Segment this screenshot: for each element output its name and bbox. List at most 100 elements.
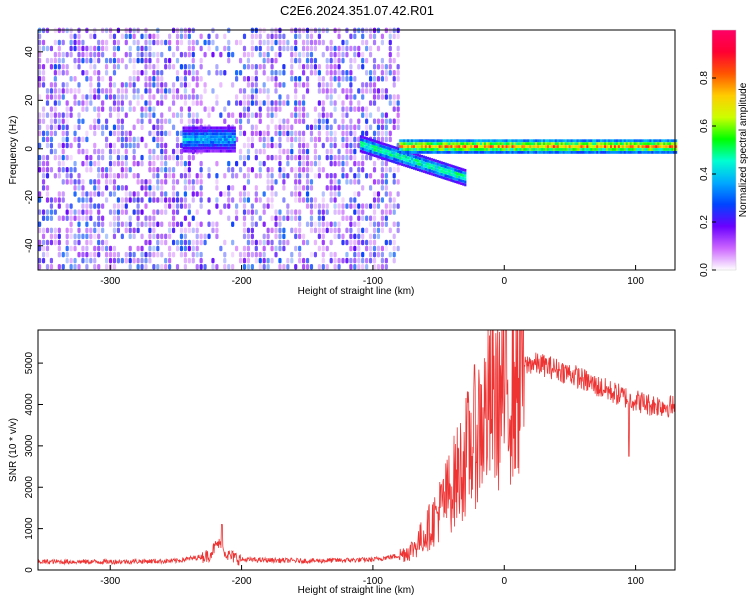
spectrogram-cell <box>313 251 318 258</box>
spectrogram-cell <box>227 57 231 64</box>
spectrogram-cell <box>160 124 164 131</box>
spectrogram-cell <box>411 163 414 167</box>
spectrogram-cell <box>175 57 180 64</box>
spectrogram-cell <box>223 203 227 209</box>
spectrogram-cell <box>365 239 369 246</box>
spectrogram-cell <box>313 173 318 179</box>
spectrogram-cell <box>604 148 607 151</box>
spectrogram-cell <box>195 179 199 185</box>
spectrogram-cell <box>136 136 140 143</box>
spectrogram-cell <box>633 139 636 143</box>
spectrogram-cell <box>144 63 148 70</box>
spectrogram-cell <box>53 239 57 246</box>
spectrogram-cell <box>148 57 152 64</box>
spectrogram-cell <box>294 154 298 161</box>
spectrogram-cell <box>511 145 514 148</box>
spectrogram-cell <box>41 173 46 179</box>
spectrogram-cell <box>225 126 229 130</box>
spectrogram-cell <box>357 251 361 258</box>
spectrogram-cell <box>309 51 314 58</box>
spectrogram-cell <box>442 142 445 146</box>
spectrogram-cell <box>521 145 524 148</box>
spectrogram-cell <box>144 76 148 82</box>
spectrogram-cell <box>73 76 77 82</box>
spectrogram-cell <box>160 148 164 155</box>
spectrogram-cell <box>606 150 609 154</box>
spectrogram-cell <box>434 145 437 148</box>
spectrogram-cell <box>65 124 69 131</box>
spectrogram-cell <box>49 112 54 118</box>
spectrogram-cell <box>349 221 353 228</box>
spectrogram-cell <box>274 51 278 58</box>
spectrogram-cell <box>606 142 609 146</box>
spectrogram-cell <box>156 57 160 64</box>
spectrogram-cell <box>359 138 362 141</box>
spectrogram-cell <box>93 51 97 58</box>
spectrogram-cell <box>179 203 184 209</box>
spectrogram-cell <box>450 139 453 143</box>
spectrogram-cell <box>438 169 441 173</box>
spectrogram-cell <box>341 203 345 209</box>
spectrogram-cell <box>501 142 504 146</box>
spectrogram-cell <box>384 88 388 94</box>
spectrogram-cell <box>313 221 318 228</box>
spectrogram-cell <box>53 76 57 82</box>
spectrogram-cell <box>101 45 105 52</box>
spectrogram-cell <box>452 148 455 151</box>
spectrogram-cell <box>93 130 97 137</box>
spectrogram-cell <box>104 251 109 258</box>
spectrogram-cell <box>206 138 209 141</box>
spectrogram-cell <box>164 166 168 173</box>
spectrogram-cell <box>212 149 215 153</box>
spectrogram-cell <box>380 118 384 124</box>
spectrogram-cell <box>219 51 223 58</box>
spectrogram-cell <box>598 150 601 154</box>
spectrogram-cell <box>399 148 402 151</box>
spectrogram-cell <box>623 148 626 151</box>
spectrogram-cell <box>317 209 321 215</box>
spectrogram-cell <box>152 263 156 270</box>
spectrogram-cell <box>286 160 290 167</box>
spectrogram-cell <box>301 70 306 76</box>
spectrogram-cell <box>414 145 418 148</box>
spectrogram-cell <box>186 129 189 133</box>
spectrogram-cell <box>190 129 193 133</box>
spectrogram-cell <box>190 146 193 150</box>
spectrogram-cell <box>418 160 422 163</box>
spectrogram-cell <box>349 257 353 264</box>
spectrogram-cell <box>397 158 400 162</box>
spectrogram-cell <box>673 142 676 146</box>
spectrogram-cell <box>186 126 189 130</box>
spectrogram-cell <box>341 39 345 46</box>
spectrogram-cell <box>361 138 364 142</box>
spectrogram-cell <box>313 45 318 52</box>
spectrogram-cell <box>576 148 579 151</box>
spectrogram-cell <box>207 197 211 203</box>
spectrogram-cell <box>85 51 89 58</box>
spectrogram-cell <box>384 136 388 143</box>
spectrogram-cell <box>535 150 538 154</box>
spectrogram-cell <box>407 148 410 151</box>
spectrogram-cell <box>266 154 270 161</box>
spectrogram-cell <box>81 45 85 52</box>
spectrogram-cell <box>568 150 571 154</box>
spectrogram-cell <box>85 136 89 143</box>
spectrogram-cell <box>430 142 433 146</box>
spectrogram-cell <box>89 76 93 82</box>
spectrogram-cell <box>175 88 180 94</box>
spectrogram-cell <box>621 145 625 148</box>
spectrogram-cell <box>227 51 231 58</box>
spectrogram-cell <box>361 147 364 151</box>
spectrogram-cell <box>223 143 227 147</box>
spectrogram-cell <box>45 166 50 173</box>
spectrogram-cell <box>45 173 50 179</box>
spectrogram-cell <box>381 156 384 160</box>
spectrogram-cell <box>298 148 302 155</box>
spectrogram-cell <box>116 130 121 137</box>
spectrogram-cell <box>442 150 445 154</box>
spectrogram-cell <box>231 135 234 139</box>
spectrogram-cell <box>401 160 404 164</box>
spectrogram-cell <box>454 145 457 148</box>
spectrogram-cell <box>112 45 117 52</box>
spectrogram-cell <box>120 154 124 161</box>
